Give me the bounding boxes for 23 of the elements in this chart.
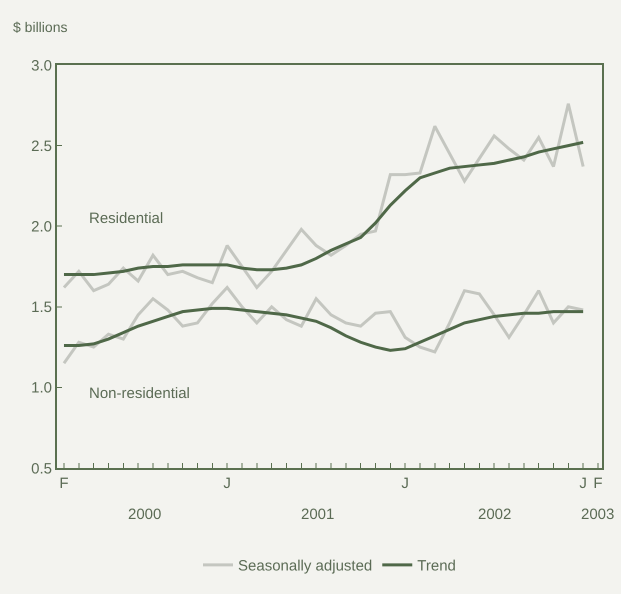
annotation: Non-residential (89, 385, 190, 402)
y-tick-label: 1.5 (31, 299, 52, 316)
text: 2000 (128, 506, 162, 523)
text: 2002 (478, 506, 512, 523)
legend-label: Trend (417, 558, 456, 575)
y-tick-label: 2.0 (31, 218, 52, 236)
x-tick-label: J (223, 475, 231, 492)
legend-label: Seasonally adjusted (238, 558, 372, 575)
y-tick-label: 0.5 (31, 460, 52, 478)
y-tick-label: 1.0 (31, 380, 52, 397)
text: 2001 (301, 506, 334, 523)
x-tick-label: F (593, 475, 603, 492)
line-series (62, 140, 585, 276)
y-tick-label: 2.5 (31, 138, 52, 155)
x-tick-label: J (401, 475, 409, 492)
x-tick-label: J (579, 475, 587, 492)
y-tick-label: 3.0 (31, 57, 52, 74)
text: 2003 (581, 506, 614, 523)
line-series (62, 102, 585, 292)
annotation: Residential (89, 210, 164, 227)
x-tick-label: F (59, 475, 69, 492)
y-axis-title: $ billions (13, 19, 68, 35)
line-series (62, 306, 585, 352)
